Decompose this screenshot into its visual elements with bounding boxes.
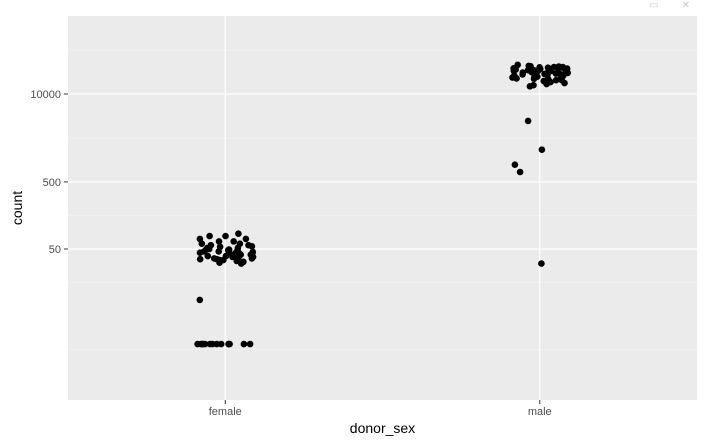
x-axis-title: donor_sex: [350, 420, 415, 436]
data-point-male: [511, 161, 519, 168]
data-point-male: [530, 75, 538, 83]
data-point-male: [552, 76, 560, 84]
y-tick-label: 500: [43, 177, 61, 189]
data-point-female: [196, 255, 204, 263]
data-point-female: [196, 296, 204, 304]
data-point-female: [196, 249, 204, 256]
data-point-female: [242, 235, 250, 243]
data-point-female: [237, 260, 245, 267]
data-point-male: [555, 65, 562, 72]
data-point-female: [215, 248, 222, 255]
data-point-female: [215, 238, 223, 245]
data-point-male: [519, 71, 526, 78]
data-point-female: [225, 340, 232, 348]
data-point-female: [240, 340, 248, 348]
data-point-male: [543, 80, 550, 88]
data-point-female: [222, 232, 229, 240]
data-point-female: [198, 240, 206, 247]
data-point-male: [516, 168, 524, 176]
x-tick-label: female: [209, 406, 242, 418]
data-point-male: [538, 260, 545, 267]
data-point-male: [538, 146, 546, 153]
data-point-male: [513, 75, 520, 82]
data-point-female: [206, 232, 213, 240]
plot-panel: [68, 16, 697, 400]
data-point-female: [199, 340, 206, 348]
y-tick-label: 10000: [30, 89, 61, 101]
y-tick-label: 50: [49, 244, 61, 256]
window-controls[interactable]: ▭ ✕: [648, 0, 700, 11]
data-point-female: [216, 259, 223, 267]
data-point-female: [248, 243, 256, 250]
data-point-female: [246, 340, 254, 348]
y-axis-title: count: [9, 191, 25, 225]
data-point-female: [204, 252, 212, 260]
data-point-female: [209, 340, 216, 348]
data-point-male: [524, 117, 532, 125]
data-point-male: [561, 79, 568, 87]
data-point-female: [230, 238, 237, 245]
data-point-female: [235, 230, 242, 237]
data-point-female: [248, 255, 256, 262]
data-point-female: [217, 340, 225, 348]
points-layer: [194, 61, 571, 348]
x-tick-label: male: [528, 406, 552, 418]
data-point-male: [526, 83, 534, 90]
